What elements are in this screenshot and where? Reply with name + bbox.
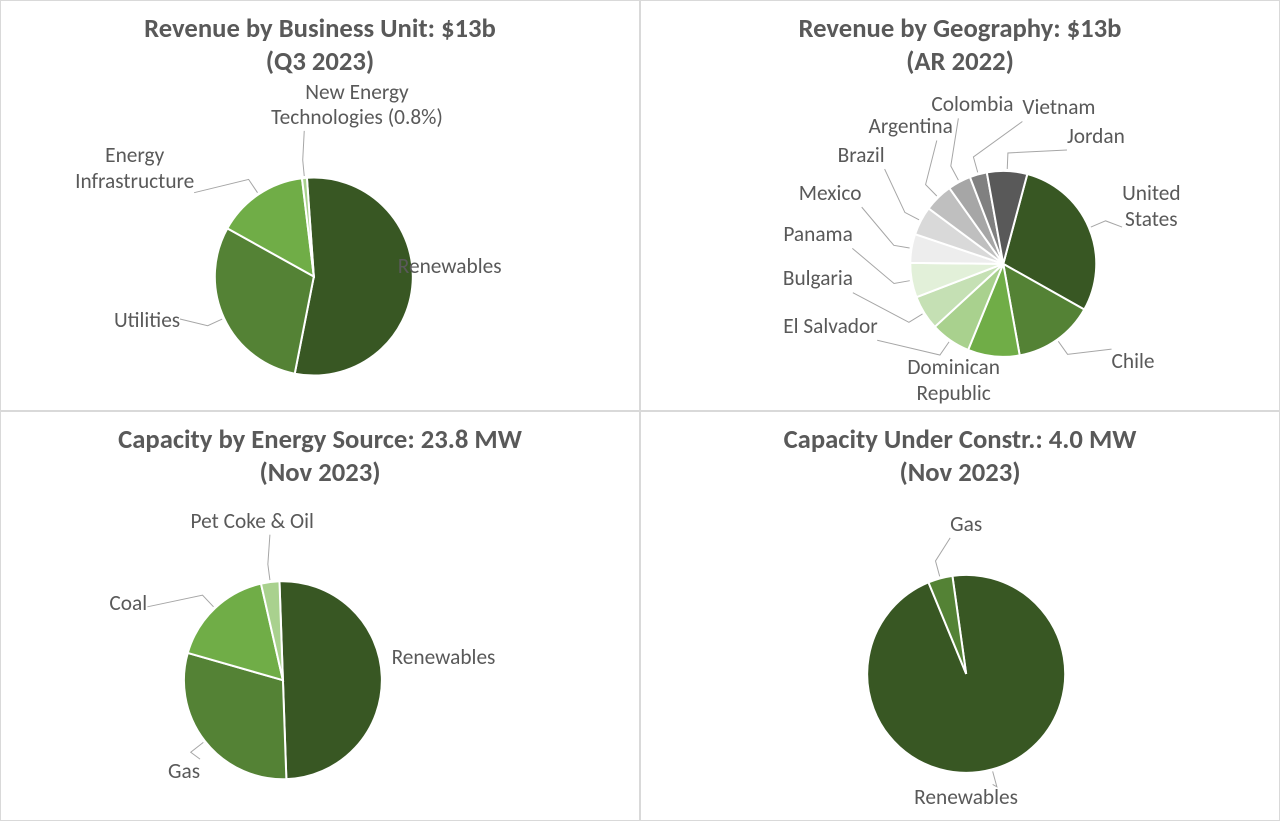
leader-line: [936, 538, 951, 577]
pie-chart: [651, 80, 1269, 397]
slice-label: Renewables: [398, 254, 502, 280]
chart-area-capacity-constr: RenewablesGas: [651, 490, 1269, 807]
slice-label: Gas: [950, 512, 982, 538]
slice-label: Colombia: [931, 92, 1013, 118]
leader-line: [852, 248, 909, 283]
slice-label: Vietnam: [1022, 95, 1095, 121]
pie-chart: [11, 490, 629, 807]
chart-area-revenue-bu: Renewables Utilities EnergyInfrastructure N…: [11, 80, 629, 397]
slice-label: UnitedStates: [1122, 181, 1181, 232]
title-line2: (AR 2022): [906, 46, 1014, 78]
panel-capacity-constr: Capacity Under Constr.: 4.0 MW (Nov 2023…: [640, 411, 1280, 821]
panel-revenue-geo: Revenue by Geography: $13b (AR 2022) Uni…: [640, 0, 1280, 411]
title-line2: (Nov 2023): [899, 457, 1020, 489]
pie-slice: [279, 581, 381, 779]
title-line1: Revenue by Geography: $13b: [799, 13, 1122, 45]
leader-line: [303, 131, 305, 176]
chart-area-capacity-source: Renewables Gas Coal Pet Coke & Oil: [11, 490, 629, 807]
slice-label: Renewables: [392, 645, 496, 671]
slice-label: EnergyInfrastructure: [75, 143, 194, 194]
slice-label: New EnergyTechnologies (0.8%): [271, 80, 443, 131]
leader-line: [194, 179, 257, 192]
slice-label: Brazil: [838, 143, 885, 169]
leader-line: [973, 121, 1022, 172]
leader-line: [862, 207, 910, 248]
leader-line: [268, 535, 270, 580]
slice-label: Utilities: [114, 308, 180, 334]
slice-label: Bulgaria: [783, 266, 853, 292]
leader-line: [1058, 341, 1111, 354]
slice-label: Mexico: [799, 181, 862, 207]
slice-label: Jordan: [1067, 124, 1125, 150]
leader-line: [877, 340, 949, 355]
title-line2: (Q3 2023): [266, 46, 374, 78]
slice-label: El Salvador: [783, 314, 877, 340]
slice-label: Coal: [109, 591, 147, 617]
title-line2: (Nov 2023): [259, 457, 380, 489]
panel-revenue-bu: Revenue by Business Unit: $13b (Q3 2023)…: [0, 0, 640, 411]
slice-label: DominicanRepublic: [907, 355, 1000, 406]
leader-line: [926, 140, 937, 195]
leader-line: [885, 169, 919, 220]
slice-label: Chile: [1112, 349, 1155, 375]
slice-label: Renewables: [914, 785, 1018, 811]
slice-label: Panama: [783, 222, 852, 248]
leader-line: [1091, 221, 1122, 227]
panel-title: Capacity by Energy Source: 23.8 MW (Nov …: [11, 424, 629, 491]
panel-title: Capacity Under Constr.: 4.0 MW (Nov 2023…: [651, 424, 1269, 491]
title-line1: Capacity Under Constr.: 4.0 MW: [784, 424, 1137, 456]
title-line1: Revenue by Business Unit: $13b: [144, 13, 496, 45]
slice-label: Pet Coke & Oil: [191, 509, 314, 535]
title-line1: Capacity by Energy Source: 23.8 MW: [118, 424, 522, 456]
panel-title: Revenue by Geography: $13b (AR 2022): [651, 13, 1269, 80]
pie-chart: [651, 490, 1269, 807]
slice-label: Argentina: [869, 114, 953, 140]
leader-line: [180, 319, 222, 326]
chart-area-revenue-geo: UnitedStatesChileDominicanRepublicEl Sal…: [651, 80, 1269, 397]
panel-capacity-source: Capacity by Energy Source: 23.8 MW (Nov …: [0, 411, 640, 821]
chart-grid: Revenue by Business Unit: $13b (Q3 2023)…: [0, 0, 1280, 821]
panel-title: Revenue by Business Unit: $13b (Q3 2023): [11, 13, 629, 80]
leader-line: [1007, 150, 1067, 169]
leader-line: [147, 595, 213, 607]
slice-label: Gas: [168, 759, 200, 785]
leader-line: [191, 743, 204, 760]
